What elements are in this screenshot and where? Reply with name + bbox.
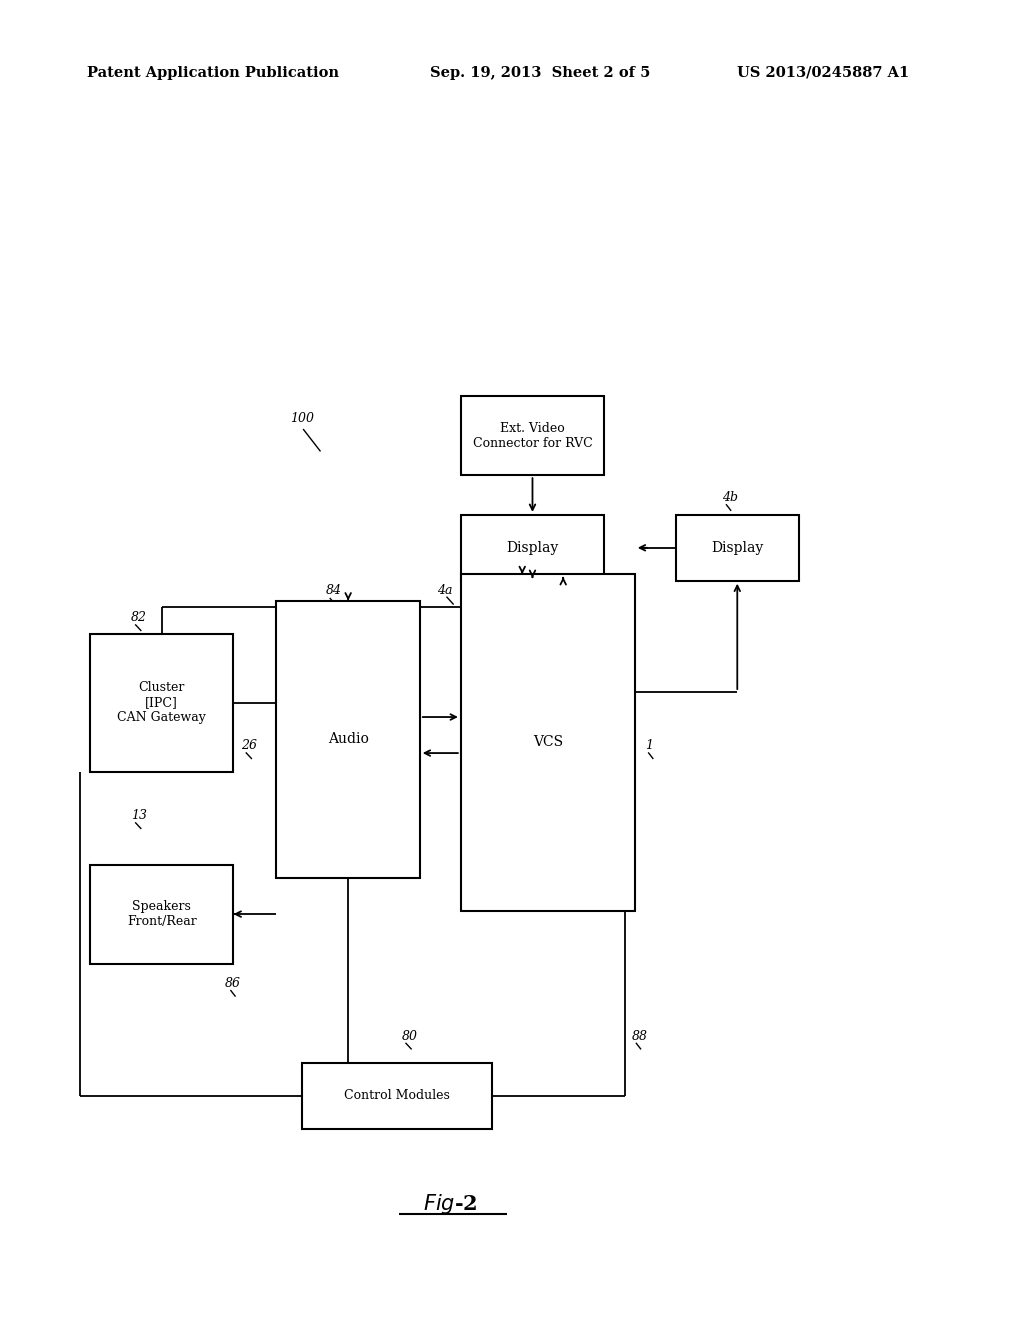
Bar [276, 601, 420, 878]
Text: 1: 1 [645, 739, 653, 752]
Text: Sep. 19, 2013  Sheet 2 of 5: Sep. 19, 2013 Sheet 2 of 5 [430, 66, 650, 79]
Text: 88: 88 [632, 1030, 648, 1043]
Text: Patent Application Publication: Patent Application Publication [87, 66, 339, 79]
Text: Audio: Audio [328, 733, 369, 746]
Text: 13: 13 [131, 809, 147, 822]
Text: $\mathit{Fig}$-2: $\mathit{Fig}$-2 [423, 1192, 478, 1216]
Text: 80: 80 [401, 1030, 418, 1043]
Bar [461, 396, 604, 475]
Bar [90, 865, 233, 964]
Text: 4a: 4a [437, 583, 453, 597]
Text: 26: 26 [241, 739, 257, 752]
Bar [461, 574, 635, 911]
Text: 86: 86 [225, 977, 242, 990]
Text: Control Modules: Control Modules [344, 1089, 450, 1102]
Bar [302, 1063, 492, 1129]
Text: 100: 100 [290, 412, 313, 425]
Text: Display: Display [711, 541, 764, 554]
Text: 82: 82 [131, 611, 147, 624]
Text: Display: Display [506, 541, 559, 554]
Text: Cluster
[IPC]
CAN Gateway: Cluster [IPC] CAN Gateway [118, 681, 206, 725]
Bar [461, 515, 604, 581]
Text: US 2013/0245887 A1: US 2013/0245887 A1 [737, 66, 909, 79]
Text: Ext. Video
Connector for RVC: Ext. Video Connector for RVC [473, 421, 592, 450]
Text: 4b: 4b [722, 491, 738, 504]
Text: Speakers
Front/Rear: Speakers Front/Rear [127, 900, 197, 928]
Text: 84: 84 [326, 583, 342, 597]
Bar [90, 634, 233, 772]
Bar [676, 515, 799, 581]
Text: VCS: VCS [532, 735, 563, 750]
